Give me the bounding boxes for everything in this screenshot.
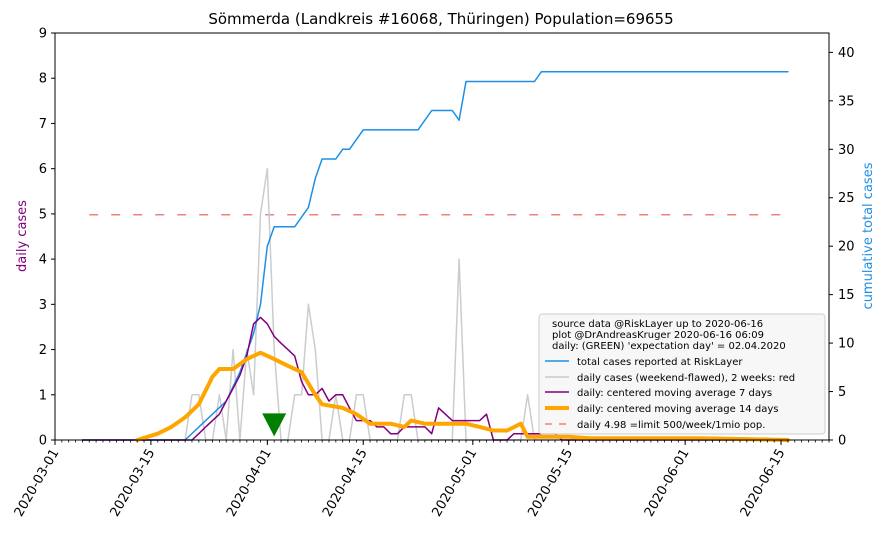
legend: source data @RiskLayer up to 2020-06-16 … bbox=[538, 313, 826, 435]
y-left-tick-label: 0 bbox=[39, 434, 47, 449]
y-axis-right-label: cumulative total cases bbox=[861, 162, 876, 309]
y-right-tick-label: 0 bbox=[838, 434, 846, 449]
y-left-tick-label: 2 bbox=[39, 343, 47, 358]
series-line-3 bbox=[135, 350, 790, 442]
x-tick-label: 2020-05-15 bbox=[525, 447, 576, 520]
plot-frame bbox=[54, 32, 830, 441]
y-right-tick-label: 30 bbox=[838, 143, 855, 158]
y-left-tick-label: 3 bbox=[39, 298, 47, 313]
y-axis-left-label: daily cases bbox=[15, 200, 30, 272]
y-left-tick-label: 1 bbox=[39, 388, 47, 403]
y-right-tick-label: 20 bbox=[838, 240, 855, 255]
y-left-tick-label: 6 bbox=[39, 162, 47, 177]
y-right-tick-label: 25 bbox=[838, 191, 855, 206]
legend-entry-ma14: daily: centered moving average 14 days bbox=[577, 404, 778, 415]
legend-entry-daily: daily cases (weekend-flawed), 2 weeks: r… bbox=[577, 373, 795, 384]
x-tick-label: 2020-03-01 bbox=[12, 447, 63, 520]
series-line-2 bbox=[81, 316, 789, 441]
x-tick-label: 2020-03-15 bbox=[108, 447, 159, 520]
x-tick-label: 2020-04-15 bbox=[320, 447, 371, 520]
legend-title-line-2: plot @DrAndreasKruger 2020-06-16 06:09 bbox=[552, 330, 764, 341]
x-tick-label: 2020-06-01 bbox=[642, 447, 693, 520]
y-right-tick-label: 5 bbox=[838, 385, 846, 400]
legend-title-line-1: source data @RiskLayer up to 2020-06-16 bbox=[552, 319, 763, 330]
legend-entry-ma7: daily: centered moving average 7 days bbox=[577, 388, 772, 399]
y-right-tick-label: 35 bbox=[838, 94, 855, 109]
y-left-tick-label: 7 bbox=[39, 117, 47, 132]
legend-entry-total: total cases reported at RiskLayer bbox=[577, 357, 743, 368]
x-tick-label: 2020-04-01 bbox=[224, 447, 275, 520]
legend-entry-limit: daily 4.98 =limit 500/week/1mio pop. bbox=[577, 420, 765, 431]
axes-ticks: 0 1 2 3 4 5 6 7 8 9 0 5 10 15 20 25 30 35 40 2020-03-01 2020… bbox=[12, 27, 855, 520]
chart-title: Sömmerda (Landkreis #16068, Thüringen) P… bbox=[208, 10, 673, 28]
y-left-tick-label: 8 bbox=[39, 72, 47, 87]
y-right-tick-label: 40 bbox=[838, 46, 855, 61]
y-left-tick-label: 9 bbox=[39, 27, 47, 42]
x-tick-label: 2020-05-01 bbox=[430, 447, 481, 520]
y-right-tick-label: 10 bbox=[838, 337, 855, 352]
legend-title-line-3: daily: (GREEN) 'expectation day' = 02.04… bbox=[552, 341, 786, 352]
x-tick-label: 2020-06-15 bbox=[738, 447, 789, 520]
expectation-day-marker bbox=[262, 413, 287, 437]
y-left-tick-label: 5 bbox=[39, 207, 47, 222]
legend-box bbox=[538, 313, 826, 435]
y-right-tick-label: 15 bbox=[838, 288, 855, 303]
y-left-tick-label: 4 bbox=[39, 253, 47, 268]
